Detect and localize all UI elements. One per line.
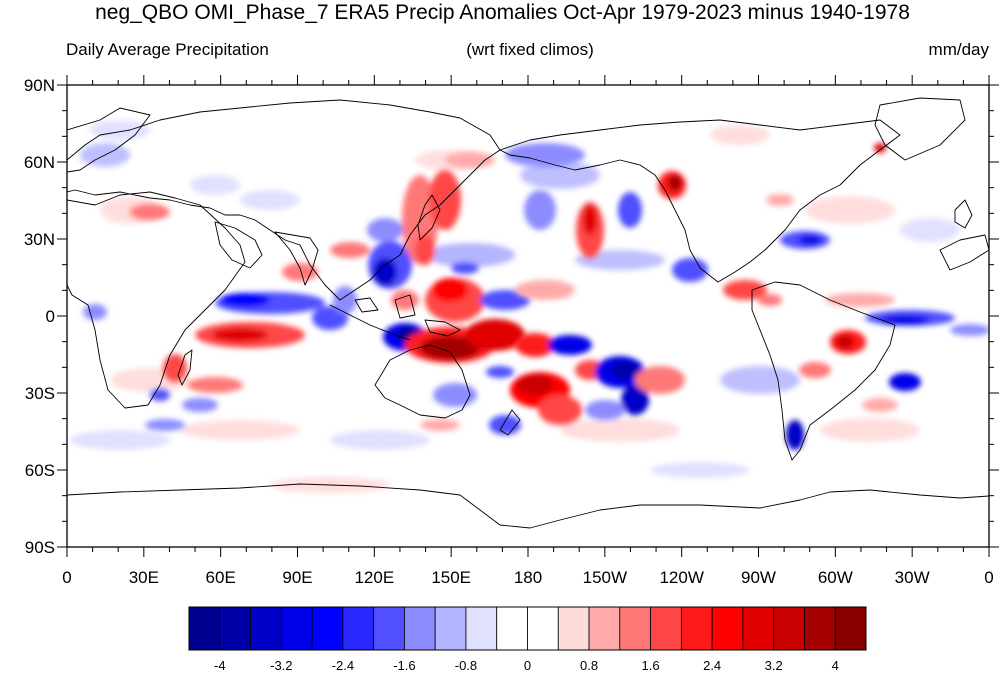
precip-anomaly-field bbox=[70, 120, 989, 493]
colorbar-swatch bbox=[742, 606, 775, 651]
colorbar-label: -4 bbox=[214, 658, 226, 673]
colorbar-swatch bbox=[650, 606, 682, 651]
x-tick-label: 150E bbox=[431, 568, 471, 587]
coastline-africa bbox=[67, 191, 246, 409]
x-tick-label: 60W bbox=[818, 568, 853, 587]
colorbar-swatch bbox=[250, 606, 282, 651]
colorbar-frame bbox=[188, 606, 867, 651]
colorbar-swatch bbox=[219, 606, 251, 651]
y-tick-label: 90S bbox=[25, 538, 55, 557]
colorbar-label: -2.4 bbox=[332, 658, 354, 673]
colorbar-swatch bbox=[434, 606, 467, 651]
colorbar-label: -3.2 bbox=[270, 658, 292, 673]
y-tick-label: 0 bbox=[46, 307, 55, 326]
colorbar-swatch bbox=[404, 606, 436, 651]
climatology-note: (wrt fixed climos) bbox=[466, 40, 594, 59]
x-tick-label: 0 bbox=[62, 568, 71, 587]
colorbar-swatch bbox=[834, 606, 867, 651]
colorbar-swatch bbox=[711, 606, 744, 651]
x-tick-label: 30E bbox=[129, 568, 159, 587]
axis-ticks bbox=[57, 75, 999, 557]
colorbar-swatch bbox=[773, 606, 805, 651]
colorbar-label: 4 bbox=[832, 658, 839, 673]
coastline-australia bbox=[374, 344, 471, 419]
indian-ocean-anomalies bbox=[83, 263, 357, 431]
colorbar-label: -1.6 bbox=[393, 658, 415, 673]
x-tick-label: 120W bbox=[659, 568, 703, 587]
colorbar-label: 0.8 bbox=[580, 658, 598, 673]
coastline-indonesia bbox=[329, 294, 416, 341]
y-tick-label: 60S bbox=[25, 461, 55, 480]
light-anomaly-patches bbox=[70, 120, 960, 493]
coastline-greenland bbox=[874, 97, 966, 161]
colorbar-swatch bbox=[280, 606, 313, 651]
map-title: neg_QBO OMI_Phase_7 ERA5 Precip Anomalie… bbox=[95, 1, 910, 24]
y-tick-label: 60N bbox=[24, 153, 55, 172]
coastline-newzealand bbox=[499, 409, 521, 436]
units-label: mm/day bbox=[928, 40, 989, 59]
coastline-arabia bbox=[214, 221, 263, 269]
colorbar-label: -0.8 bbox=[455, 658, 477, 673]
x-tick-label: 120E bbox=[354, 568, 394, 587]
x-tick-label: 90W bbox=[741, 568, 776, 587]
coastline-eurasia bbox=[67, 99, 501, 301]
coastline-japan bbox=[417, 194, 441, 241]
colorbar-swatch bbox=[588, 606, 621, 651]
colorbar-swatch bbox=[311, 606, 344, 651]
coastline-europe-north bbox=[67, 107, 151, 173]
colorbar-label: 1.6 bbox=[642, 658, 660, 673]
coastline-india bbox=[274, 231, 319, 286]
coastline-antarctica bbox=[67, 483, 989, 529]
x-tick-label: 60E bbox=[206, 568, 236, 587]
central-pacific-anomalies bbox=[445, 143, 708, 425]
colorbar-label: 3.2 bbox=[765, 658, 783, 673]
west-pacific-anomalies bbox=[330, 170, 530, 435]
colorbar-swatch bbox=[619, 606, 651, 651]
coastline-newguinea bbox=[424, 319, 461, 337]
colorbar-swatch bbox=[465, 606, 498, 651]
colorbar-swatch bbox=[496, 606, 528, 651]
coastline-britain bbox=[954, 199, 973, 229]
colorbar-swatch bbox=[557, 606, 590, 651]
x-tick-label: 0 bbox=[984, 568, 993, 587]
x-tick-label: 180 bbox=[514, 568, 542, 587]
x-tick-label: 90E bbox=[282, 568, 312, 587]
colorbar-label: 0 bbox=[524, 658, 531, 673]
colorbar-swatch bbox=[373, 606, 405, 651]
americas-atlantic-anomalies bbox=[130, 143, 989, 450]
coastline-north-america bbox=[499, 119, 901, 283]
colorbar-swatch bbox=[804, 606, 836, 651]
coastlines bbox=[67, 97, 989, 529]
colorbar-label: 2.4 bbox=[703, 658, 721, 673]
coastline-europe-west bbox=[939, 234, 989, 271]
y-tick-label: 90N bbox=[24, 76, 55, 95]
coastline-south-america bbox=[751, 281, 896, 461]
colorbar-swatch bbox=[342, 606, 375, 651]
y-tick-label: 30N bbox=[24, 230, 55, 249]
x-tick-label: 150W bbox=[583, 568, 627, 587]
colorbar-swatch bbox=[527, 606, 559, 651]
coastline-madagascar bbox=[177, 349, 193, 386]
x-tick-label: 30W bbox=[895, 568, 930, 587]
colorbar-swatch bbox=[680, 606, 713, 651]
axis-labels: 0 30E 60E 90E 120E 150E 180 150W 120W 90W 60W 30W 09… bbox=[24, 76, 994, 587]
y-tick-label: 30S bbox=[25, 384, 55, 403]
colorbar: -4 -3.2 -2.4 -1.6 -0.8 0 0.8 1.6 2.4 3.2 4 bbox=[188, 606, 867, 673]
variable-label: Daily Average Precipitation bbox=[66, 40, 269, 59]
colorbar-swatch bbox=[188, 606, 221, 651]
